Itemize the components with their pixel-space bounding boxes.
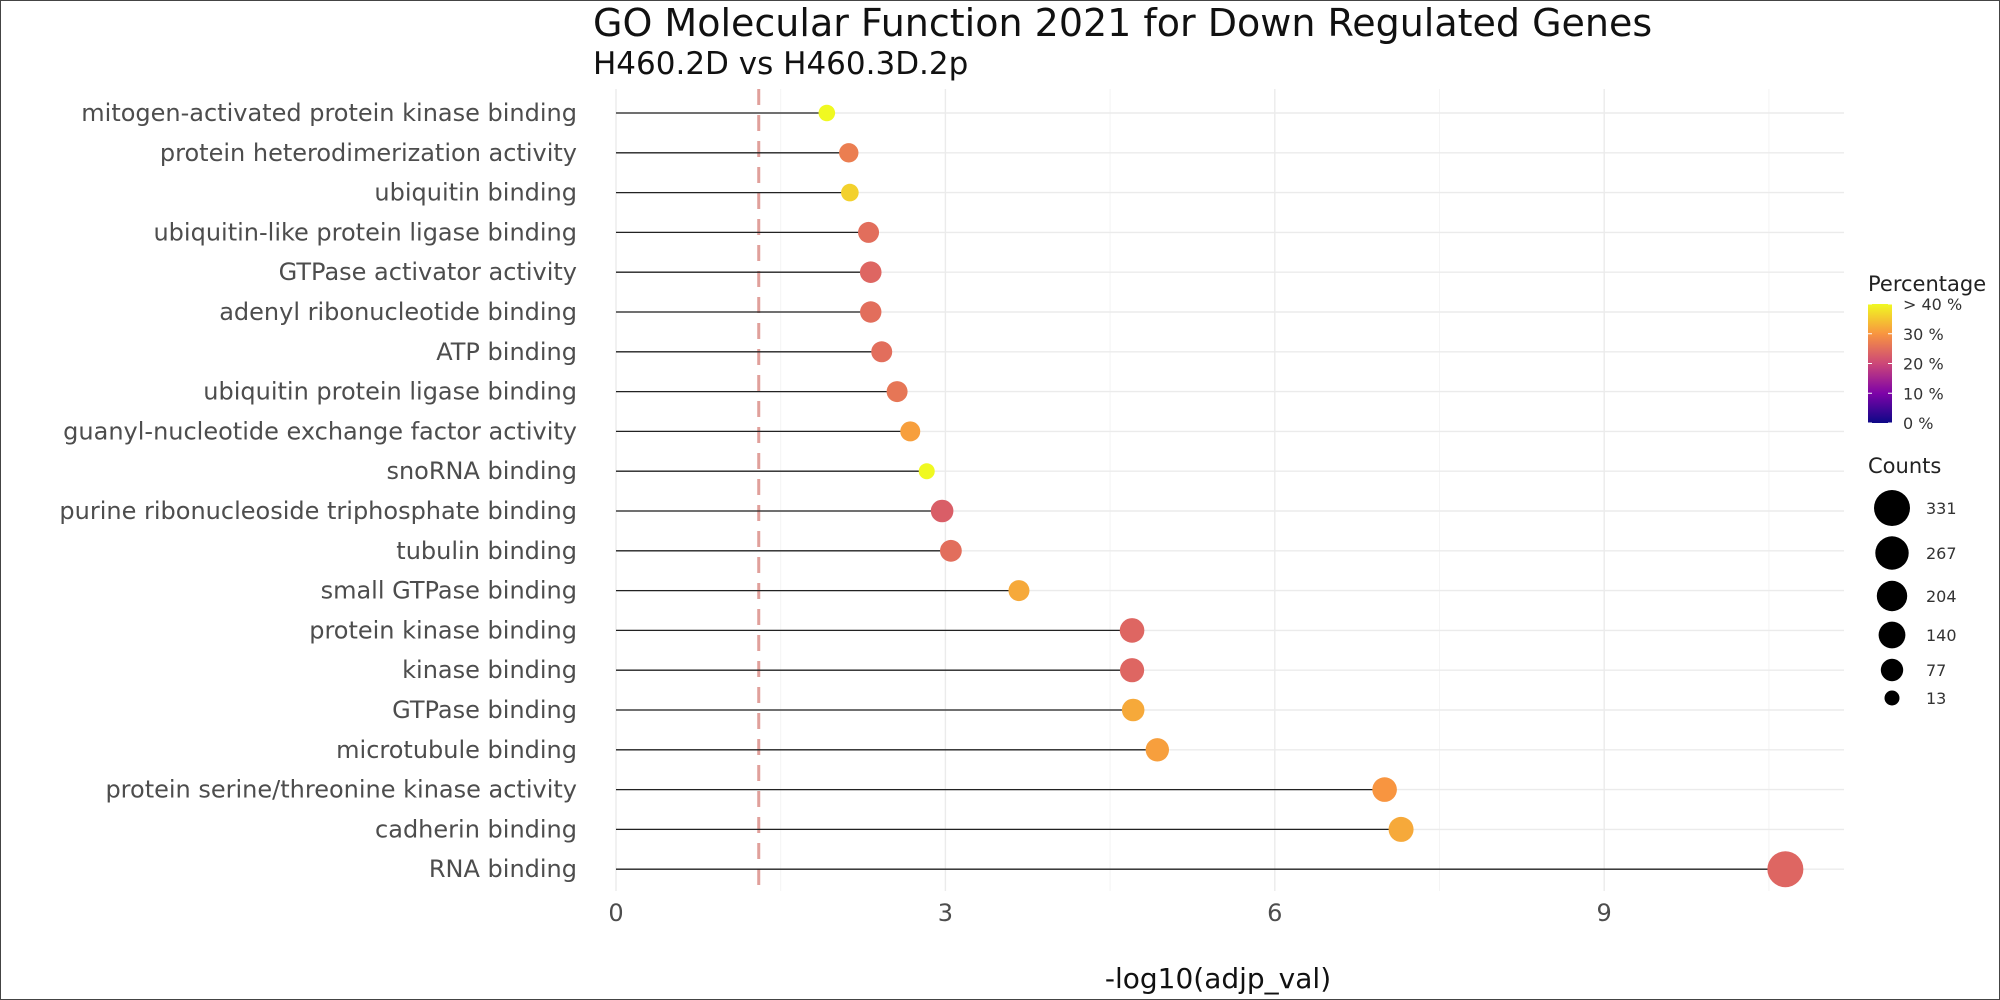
y-tick-label: small GTPase binding [321,577,577,605]
legend-color-label: > 40 % [1903,295,1962,314]
y-tick-label: GTPase activator activity [279,258,577,286]
y-tick-label: protein heterodimerization activity [160,139,577,167]
data-point [1145,738,1170,762]
y-tick-label: ATP binding [436,338,577,366]
x-tick-label: 6 [1267,899,1282,927]
legend-size-label: 140 [1926,626,1957,645]
data-point [900,421,921,442]
chart-title: GO Molecular Function 2021 for Down Regu… [593,1,1652,45]
data-point [871,341,893,363]
dot-layer [818,104,1804,888]
y-axis-labels: mitogen-activated protein kinase binding… [59,99,577,883]
y-tick-label: protein serine/threonine kinase activity [105,776,577,804]
y-tick-label: tubulin binding [396,537,577,565]
y-tick-label: snoRNA binding [386,457,577,485]
legend-size-dot [1876,580,1908,612]
y-tick-label: adenyl ribonucleotide binding [219,298,577,326]
y-tick-label: ubiquitin binding [374,179,577,207]
data-point [886,381,908,403]
legend-size-label: 204 [1926,587,1957,606]
x-tick-label: 9 [1597,899,1612,927]
data-point [1119,658,1145,683]
y-tick-label: purine ribonucleoside triphosphate bindi… [59,497,577,525]
legend-size-label: 13 [1926,689,1946,708]
data-point [818,104,836,122]
data-point [1767,851,1804,888]
legend-size-entries: 331 267 204 140 77 13 [1874,490,1957,708]
y-tick-label: guanyl-nucleotide exchange factor activi… [63,417,577,445]
legend-size-label: 77 [1926,661,1946,680]
legend-color-title: Percentage [1868,272,1986,296]
legend-color-label: 10 % [1903,384,1944,403]
chart-subtitle: H460.2D vs H460.3D.2p [593,46,968,82]
data-point [918,463,935,480]
legend-size-dot [1880,658,1904,682]
legend-size-dot [1875,536,1909,570]
legend-size-label: 267 [1926,544,1957,563]
data-point [1119,618,1145,643]
data-point [859,261,882,284]
legend-color-labels: > 40 % 30 % 20 % 10 % 0 % [1868,295,1962,433]
data-point [839,143,859,163]
y-tick-label: cadherin binding [375,815,577,843]
legend-size-title: Counts [1868,454,1941,478]
legend-size-dot [1874,490,1910,526]
data-point [1388,816,1414,842]
data-point [939,539,962,562]
x-tick-label: 3 [938,899,953,927]
y-tick-label: ubiquitin protein ligase binding [203,378,577,406]
legend-color-label: 30 % [1903,325,1944,344]
legend: Percentage > 40 %30 %20 %10 %0 % Counts … [1868,272,1986,708]
legend-size-dot [1884,690,1900,706]
legend-size-dot [1878,621,1906,649]
legend-size-label: 331 [1926,499,1957,518]
legend-color-label: 20 % [1903,355,1944,374]
y-tick-label: GTPase binding [392,696,577,724]
data-point [930,499,954,523]
y-tick-label: RNA binding [429,855,577,883]
grid-layer [615,89,1844,891]
x-axis-labels: 0 3 6 9 [608,899,1611,927]
y-tick-label: kinase binding [402,656,577,684]
x-axis-title: -log10(adjp_val) [1105,962,1331,995]
y-tick-label: microtubule binding [336,736,577,764]
data-point [860,301,882,323]
y-tick-label: ubiquitin-like protein ligase binding [153,218,577,246]
x-tick-label: 0 [608,899,623,927]
legend-color-label: 0 % [1903,414,1933,433]
stem-layer [616,112,1786,870]
y-tick-label: mitogen-activated protein kinase binding [81,99,577,127]
data-point [1121,698,1145,722]
data-point [1372,777,1397,802]
data-point [858,221,880,243]
data-point [841,183,859,202]
data-point [1008,580,1030,602]
y-tick-label: protein kinase binding [309,616,577,644]
